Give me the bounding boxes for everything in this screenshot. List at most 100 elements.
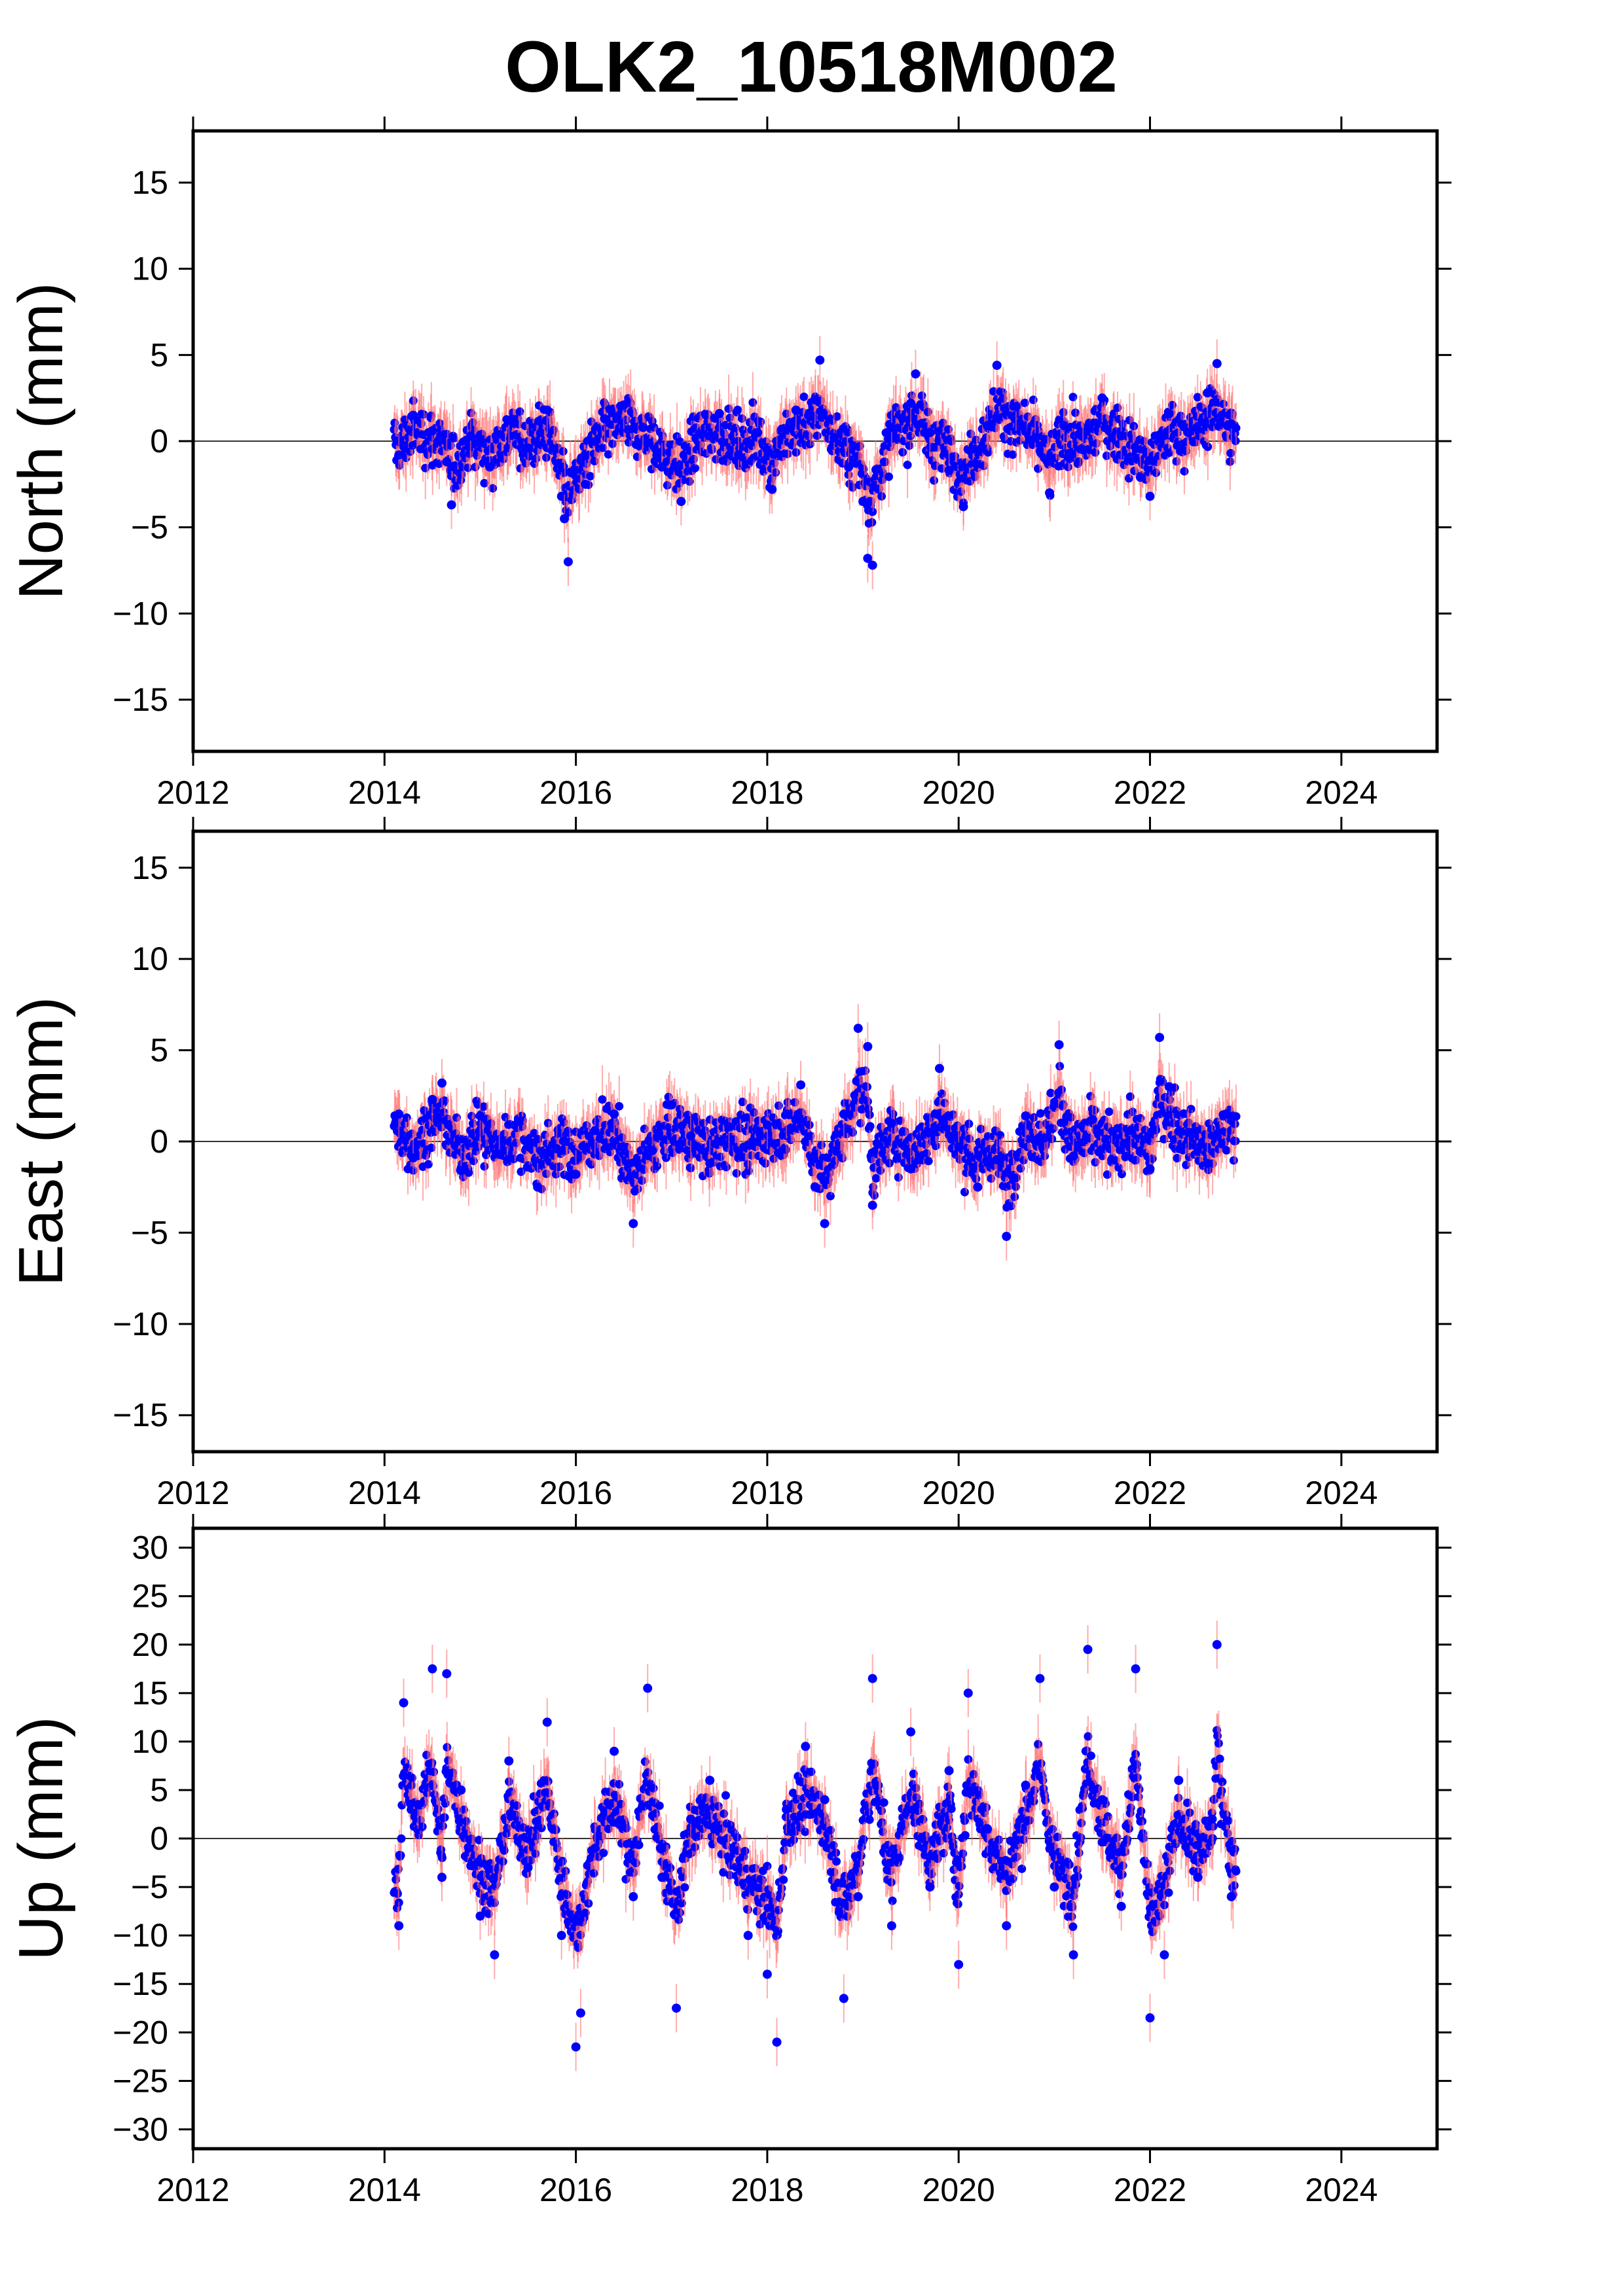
data-point (1129, 422, 1139, 431)
x-tick-label: 2018 (731, 774, 803, 811)
data-point (714, 408, 724, 418)
data-point (695, 429, 705, 439)
data-point (563, 557, 573, 567)
data-point (799, 392, 809, 401)
data-point (906, 399, 916, 408)
x-tick-label: 2016 (539, 774, 612, 811)
data-point (479, 1102, 488, 1111)
data-point (1011, 402, 1021, 412)
data-point (409, 410, 418, 420)
data-point (892, 403, 901, 412)
data-point (638, 422, 647, 432)
chart-title: OLK2_10518M002 (505, 27, 1118, 107)
data-point (868, 507, 877, 516)
data-point (1180, 467, 1189, 476)
data-point (949, 485, 958, 494)
data-point (1203, 442, 1213, 452)
data-point (884, 472, 894, 481)
panel-0: 15 10 5 0 −5 −10 −15 2012 2014 2016 2018 2020 2022 20… (6, 117, 1451, 811)
data-point (523, 443, 533, 453)
data-point (1045, 488, 1055, 497)
data-point (1059, 421, 1068, 431)
data-point (465, 431, 475, 441)
y-tick-label: 10 (132, 251, 168, 287)
data-point (925, 427, 935, 437)
data-point (1145, 492, 1155, 501)
data-point (555, 1162, 564, 1172)
data-point (886, 422, 896, 432)
data-point (1193, 393, 1202, 402)
data-point (863, 554, 873, 564)
data-point (815, 355, 825, 365)
data-point (676, 497, 686, 507)
data-point (791, 405, 801, 415)
data-point (1116, 431, 1126, 441)
data-point (858, 497, 868, 507)
data-point (1135, 473, 1145, 482)
data-point (753, 427, 763, 437)
x-tick-label: 2014 (348, 774, 421, 811)
data-point (586, 472, 595, 481)
data-point (581, 479, 591, 489)
data-point (1097, 393, 1107, 403)
data-point (600, 414, 610, 423)
y-axis-label: North (mm) (6, 282, 76, 600)
data-point (983, 448, 993, 457)
data-point (560, 514, 570, 524)
data-point (501, 1113, 510, 1122)
data-point (657, 462, 667, 472)
data-point (866, 1122, 875, 1131)
x-tick-label: 2024 (1305, 774, 1377, 811)
data-point (428, 426, 437, 436)
data-point (504, 416, 514, 425)
data-point (435, 459, 444, 469)
y-tick-label: −10 (113, 595, 168, 632)
data-point (983, 421, 993, 431)
y-tick-label: −15 (113, 681, 168, 718)
data-point (830, 433, 839, 442)
data-point (911, 369, 921, 379)
data-point (485, 462, 495, 472)
data-point (960, 1187, 969, 1196)
data-point (691, 463, 700, 473)
data-point (447, 500, 456, 510)
data-point (619, 400, 629, 410)
data-point (733, 405, 742, 414)
data-point (812, 431, 822, 440)
data-point (903, 460, 912, 469)
data-point (905, 441, 914, 450)
data-point (442, 457, 452, 467)
data-point (1078, 445, 1088, 455)
data-point (734, 450, 744, 460)
x-tick-label: 2020 (922, 774, 995, 811)
data-point (598, 1095, 607, 1104)
x-tick-label: 2012 (156, 774, 229, 811)
data-point (1020, 399, 1029, 408)
data-point (598, 443, 608, 452)
data-point (1212, 359, 1222, 368)
data-point (898, 448, 907, 457)
data-point (604, 450, 613, 459)
y-tick-label: 5 (150, 336, 168, 373)
panels: 15 10 5 0 −5 −10 −15 2012 2014 2016 2018 2020 2022 20… (6, 117, 1451, 2208)
data-point (881, 457, 890, 467)
data-point (394, 450, 404, 460)
data-point (844, 462, 854, 472)
data-point (551, 1170, 560, 1179)
data-point (525, 452, 534, 461)
data-point (1008, 450, 1017, 459)
data-point (1203, 388, 1213, 398)
data-point (732, 1169, 741, 1178)
data-point (1030, 433, 1040, 442)
y-tick-label: 15 (132, 164, 168, 201)
data-point (480, 478, 489, 488)
data-point (464, 1168, 473, 1177)
data-point (608, 439, 617, 448)
data-point (1164, 408, 1174, 418)
data-point (661, 1153, 670, 1162)
data-point (647, 465, 656, 474)
data-point (624, 438, 633, 447)
data-point (615, 1102, 624, 1111)
